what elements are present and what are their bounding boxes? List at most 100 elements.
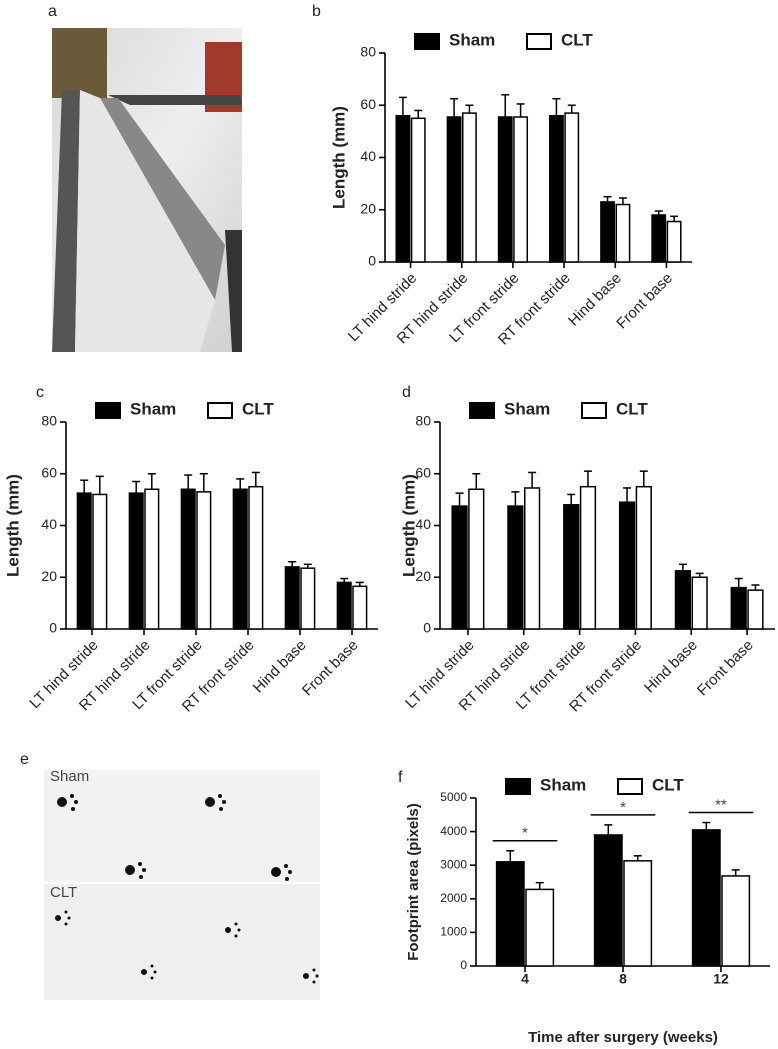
- bar: [600, 201, 616, 263]
- legend-label: Sham: [449, 30, 495, 49]
- legend-label: CLT: [616, 399, 648, 418]
- photo-caption: CLT: [50, 884, 77, 901]
- legend-label: CLT: [561, 30, 593, 49]
- bar: [180, 488, 196, 630]
- bar: [395, 114, 411, 263]
- legend-label: CLT: [652, 775, 684, 794]
- legend-swatch: [526, 33, 552, 50]
- legend-swatch: [469, 402, 495, 419]
- bar: [635, 485, 652, 630]
- bar: [623, 860, 653, 967]
- bar: [666, 220, 682, 263]
- bar: [232, 488, 248, 630]
- x-tick-label: 8: [619, 971, 627, 987]
- panel-label: c: [36, 384, 44, 401]
- bar: [410, 117, 426, 263]
- legend-label: Sham: [130, 399, 176, 418]
- legend-label: Sham: [504, 399, 550, 418]
- x-tick-label: Front base: [613, 270, 676, 333]
- y-axis-title: Length (mm): [329, 106, 348, 209]
- y-tick-label: 80: [415, 413, 431, 429]
- x-tick-label: 12: [713, 971, 729, 987]
- legend-label: Sham: [540, 775, 586, 794]
- bar: [564, 112, 580, 263]
- bar: [248, 485, 264, 630]
- legend-swatch: [207, 402, 233, 419]
- bar: [495, 861, 525, 967]
- panel-label: a: [48, 3, 57, 20]
- bar: [524, 487, 541, 630]
- y-tick-label: 4000: [440, 824, 467, 838]
- bar: [352, 585, 368, 630]
- y-tick-label: 0: [368, 253, 376, 269]
- bar: [468, 488, 485, 630]
- y-tick-label: 0: [423, 620, 431, 636]
- y-tick-label: 40: [41, 516, 57, 532]
- legend-swatch: [581, 402, 607, 419]
- bar: [618, 501, 636, 630]
- bar: [462, 112, 477, 263]
- y-tick-label: 40: [360, 148, 376, 164]
- x-axis-title: Time after surgery (weeks): [528, 1029, 718, 1046]
- y-axis-title: Length (mm): [399, 474, 418, 577]
- significance-label: **: [715, 796, 727, 813]
- y-tick-label: 80: [41, 413, 57, 429]
- bar: [76, 492, 92, 630]
- y-tick-label: 40: [415, 516, 431, 532]
- y-tick-label: 3000: [440, 857, 467, 871]
- y-tick-label: 5000: [440, 790, 467, 804]
- bar: [593, 834, 623, 967]
- y-tick-label: 60: [360, 96, 376, 112]
- y-axis-title: Footprint area (pixels): [405, 803, 422, 961]
- bar: [451, 505, 468, 630]
- y-tick-label: 20: [360, 200, 376, 216]
- panel-label: d: [402, 384, 411, 401]
- legend-swatch: [95, 402, 121, 419]
- panel-label: f: [398, 769, 403, 786]
- y-tick-label: 80: [360, 44, 376, 60]
- legend-swatch: [505, 778, 531, 795]
- bar: [674, 570, 691, 630]
- photo-caption: Sham: [50, 768, 89, 785]
- y-tick-label: 20: [41, 568, 57, 584]
- bar: [651, 214, 667, 263]
- significance-label: *: [522, 825, 528, 842]
- bar: [144, 488, 160, 630]
- legend-swatch: [617, 778, 643, 795]
- y-tick-label: 1000: [440, 925, 467, 939]
- y-tick-label: 20: [415, 568, 431, 584]
- bar: [691, 829, 721, 967]
- bar: [284, 566, 300, 630]
- bar: [196, 491, 212, 630]
- bar: [507, 505, 524, 630]
- legend-swatch: [414, 33, 440, 50]
- y-axis-title: Length (mm): [3, 474, 22, 577]
- footprint-photo: [44, 770, 320, 1000]
- x-tick-label: 4: [521, 971, 529, 987]
- bar: [128, 492, 144, 630]
- x-tick-label: Front base: [694, 637, 757, 700]
- y-tick-label: 60: [41, 464, 57, 480]
- bar: [563, 504, 580, 630]
- x-tick-label: Front base: [299, 637, 362, 700]
- bar: [721, 875, 751, 967]
- y-tick-label: 2000: [440, 891, 467, 905]
- bar: [497, 116, 513, 263]
- x-tick-label: Hind base: [641, 637, 701, 697]
- bar: [336, 581, 352, 630]
- bar: [548, 114, 564, 263]
- bar: [446, 116, 462, 263]
- bar: [615, 203, 631, 263]
- y-tick-label: 0: [49, 620, 57, 636]
- bar: [92, 493, 108, 630]
- y-tick-label: 0: [460, 958, 467, 972]
- bar: [300, 567, 316, 630]
- bar: [513, 116, 529, 263]
- bar: [730, 586, 747, 630]
- legend-label: CLT: [242, 399, 274, 418]
- significance-label: *: [620, 799, 626, 816]
- bar: [747, 589, 764, 630]
- walkway-photo: [52, 28, 242, 352]
- bar: [525, 888, 555, 967]
